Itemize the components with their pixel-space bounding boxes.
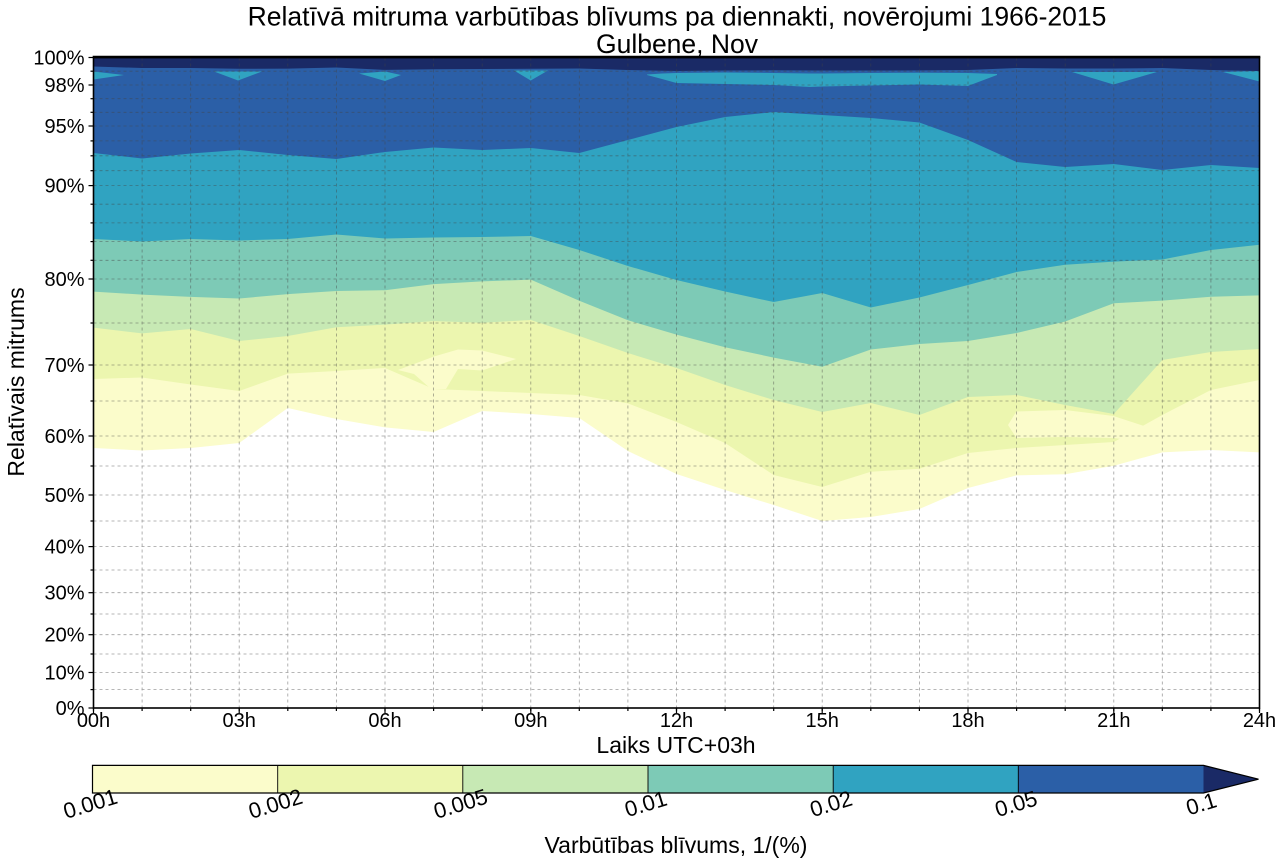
svg-text:50%: 50% xyxy=(44,485,84,507)
svg-text:15h: 15h xyxy=(806,710,839,732)
svg-text:Relatīvā mitruma varbūtības bl: Relatīvā mitruma varbūtības blīvums pa d… xyxy=(248,2,1107,32)
svg-text:Varbūtības blīvums, 1/(%): Varbūtības blīvums, 1/(%) xyxy=(545,832,808,858)
svg-text:12h: 12h xyxy=(660,710,693,732)
svg-text:80%: 80% xyxy=(44,269,84,291)
svg-text:09h: 09h xyxy=(514,710,547,732)
svg-text:10%: 10% xyxy=(44,663,84,685)
svg-text:95%: 95% xyxy=(44,116,84,138)
svg-text:06h: 06h xyxy=(368,710,401,732)
svg-text:90%: 90% xyxy=(44,176,84,198)
svg-text:30%: 30% xyxy=(44,583,84,605)
svg-text:21h: 21h xyxy=(1097,710,1130,732)
svg-text:03h: 03h xyxy=(223,710,256,732)
svg-text:24h: 24h xyxy=(1243,710,1276,732)
svg-text:100%: 100% xyxy=(33,48,84,70)
svg-text:60%: 60% xyxy=(44,426,84,448)
svg-text:Gulbene, Nov: Gulbene, Nov xyxy=(596,29,759,59)
svg-text:70%: 70% xyxy=(44,355,84,377)
svg-text:Relatīvais mitrums: Relatīvais mitrums xyxy=(3,287,29,476)
svg-text:0%: 0% xyxy=(56,698,85,720)
svg-text:20%: 20% xyxy=(44,625,84,647)
svg-text:18h: 18h xyxy=(951,710,984,732)
svg-text:Laiks UTC+03h: Laiks UTC+03h xyxy=(596,732,755,758)
svg-text:40%: 40% xyxy=(44,537,84,559)
svg-text:98%: 98% xyxy=(44,75,84,97)
svg-text:00h: 00h xyxy=(77,710,110,732)
